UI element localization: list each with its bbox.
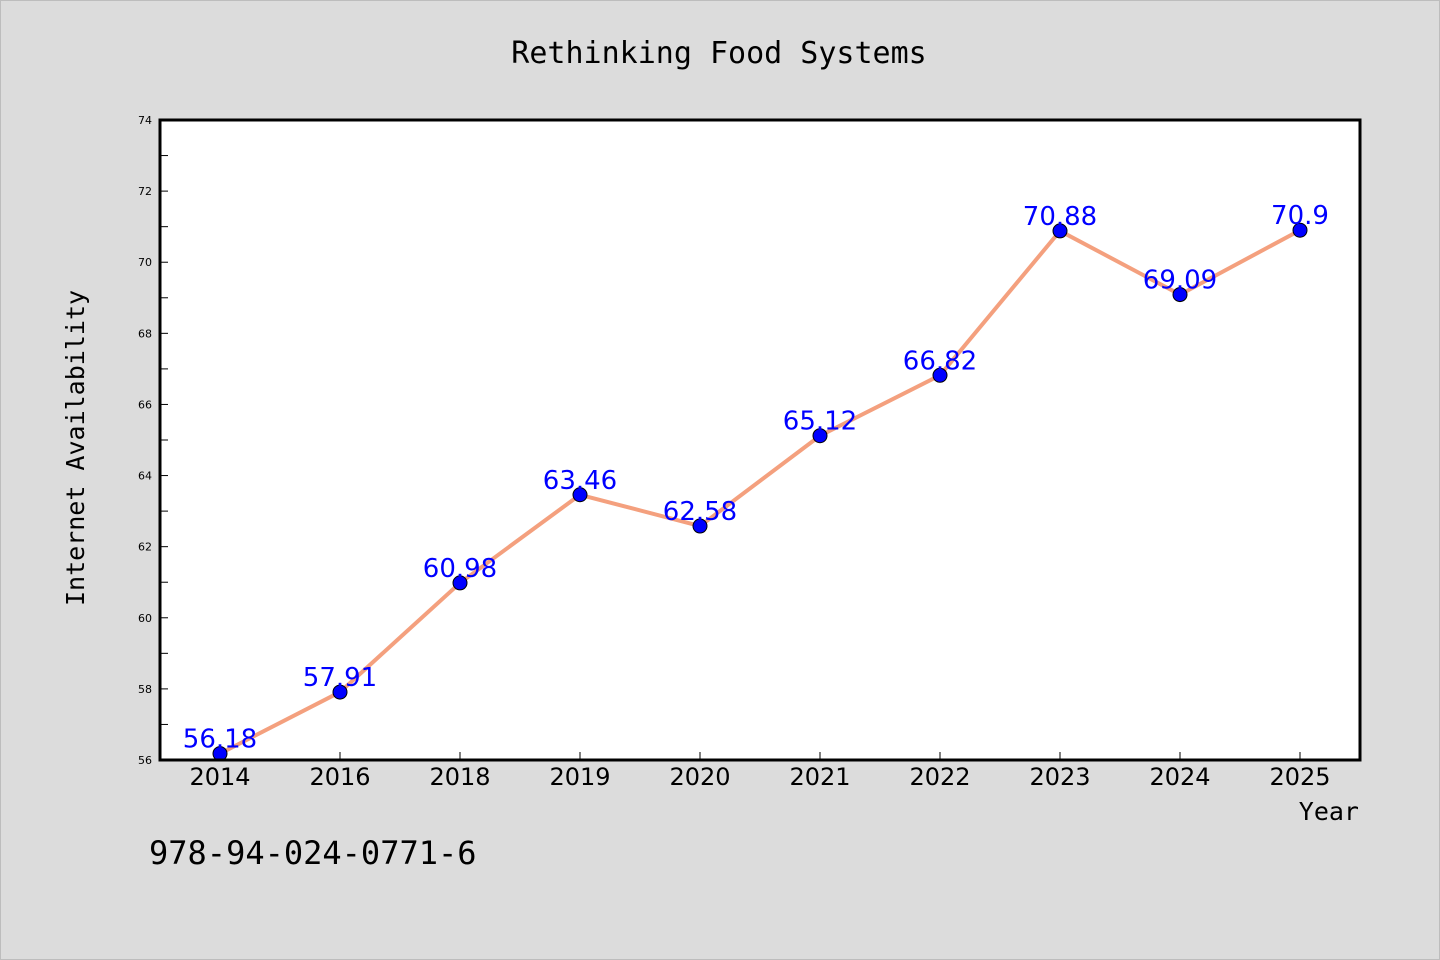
data-label: 56.18 bbox=[183, 725, 257, 755]
x-tick-label: 2018 bbox=[429, 763, 490, 791]
data-label: 66.82 bbox=[903, 346, 977, 376]
data-label: 63.46 bbox=[543, 466, 617, 496]
data-label: 69.09 bbox=[1143, 266, 1217, 296]
data-point bbox=[1292, 222, 1308, 238]
data-point bbox=[1052, 223, 1068, 239]
series-line bbox=[219, 228, 1301, 756]
isbn-text: 978-94-024-0771-6 bbox=[149, 834, 477, 872]
data-label: 60.98 bbox=[423, 554, 497, 584]
x-tick-label: 2022 bbox=[909, 763, 970, 791]
x-tick-label: 2019 bbox=[549, 763, 610, 791]
y-axis-ticks: 56 58 60 62 64 66 68 70 72 74 bbox=[138, 114, 168, 767]
y-tick-label: 70 bbox=[138, 256, 152, 269]
data-label: 70.88 bbox=[1023, 202, 1097, 232]
data-point bbox=[932, 367, 948, 383]
y-tick-label: 58 bbox=[138, 683, 152, 696]
x-tick-label: 2023 bbox=[1029, 763, 1090, 791]
data-labels: 56.18 57.91 60.98 63.46 62.58 65.12 66.82 70.88… bbox=[183, 201, 1329, 754]
y-axis-label: Internet Availability bbox=[61, 290, 90, 606]
x-axis-ticks: 2014 2016 2018 2019 2020 2021 2022 2023 2024 2025 bbox=[189, 752, 1331, 791]
y-tick-label: 64 bbox=[138, 470, 152, 483]
data-label: 65.12 bbox=[783, 407, 857, 437]
y-tick-label: 74 bbox=[138, 114, 152, 127]
x-tick-label: 2016 bbox=[309, 763, 370, 791]
data-point bbox=[812, 428, 828, 444]
y-tick-label: 62 bbox=[138, 541, 152, 554]
data-point bbox=[692, 518, 708, 534]
x-tick-label: 2020 bbox=[669, 763, 730, 791]
data-point bbox=[452, 575, 468, 591]
plot-area bbox=[160, 120, 1360, 760]
x-axis-label: Year bbox=[1299, 797, 1359, 826]
x-tick-label: 2024 bbox=[1149, 763, 1210, 791]
data-label: 62.58 bbox=[663, 497, 737, 527]
y-tick-label: 66 bbox=[138, 398, 152, 411]
y-tick-label: 72 bbox=[138, 185, 152, 198]
data-label: 57.91 bbox=[303, 663, 377, 693]
data-markers bbox=[212, 222, 1308, 762]
y-tick-label: 68 bbox=[138, 327, 152, 340]
y-tick-label: 56 bbox=[138, 754, 152, 767]
x-tick-label: 2021 bbox=[789, 763, 850, 791]
data-label: 70.9 bbox=[1271, 201, 1329, 231]
x-tick-label: 2014 bbox=[189, 763, 250, 791]
data-point bbox=[332, 684, 348, 700]
data-point bbox=[1172, 287, 1188, 303]
plot-frame bbox=[158, 118, 1362, 762]
y-tick-label: 60 bbox=[138, 612, 152, 625]
x-tick-label: 2025 bbox=[1269, 763, 1330, 791]
data-point bbox=[572, 487, 588, 503]
chart-title: Rethinking Food Systems bbox=[511, 36, 926, 71]
